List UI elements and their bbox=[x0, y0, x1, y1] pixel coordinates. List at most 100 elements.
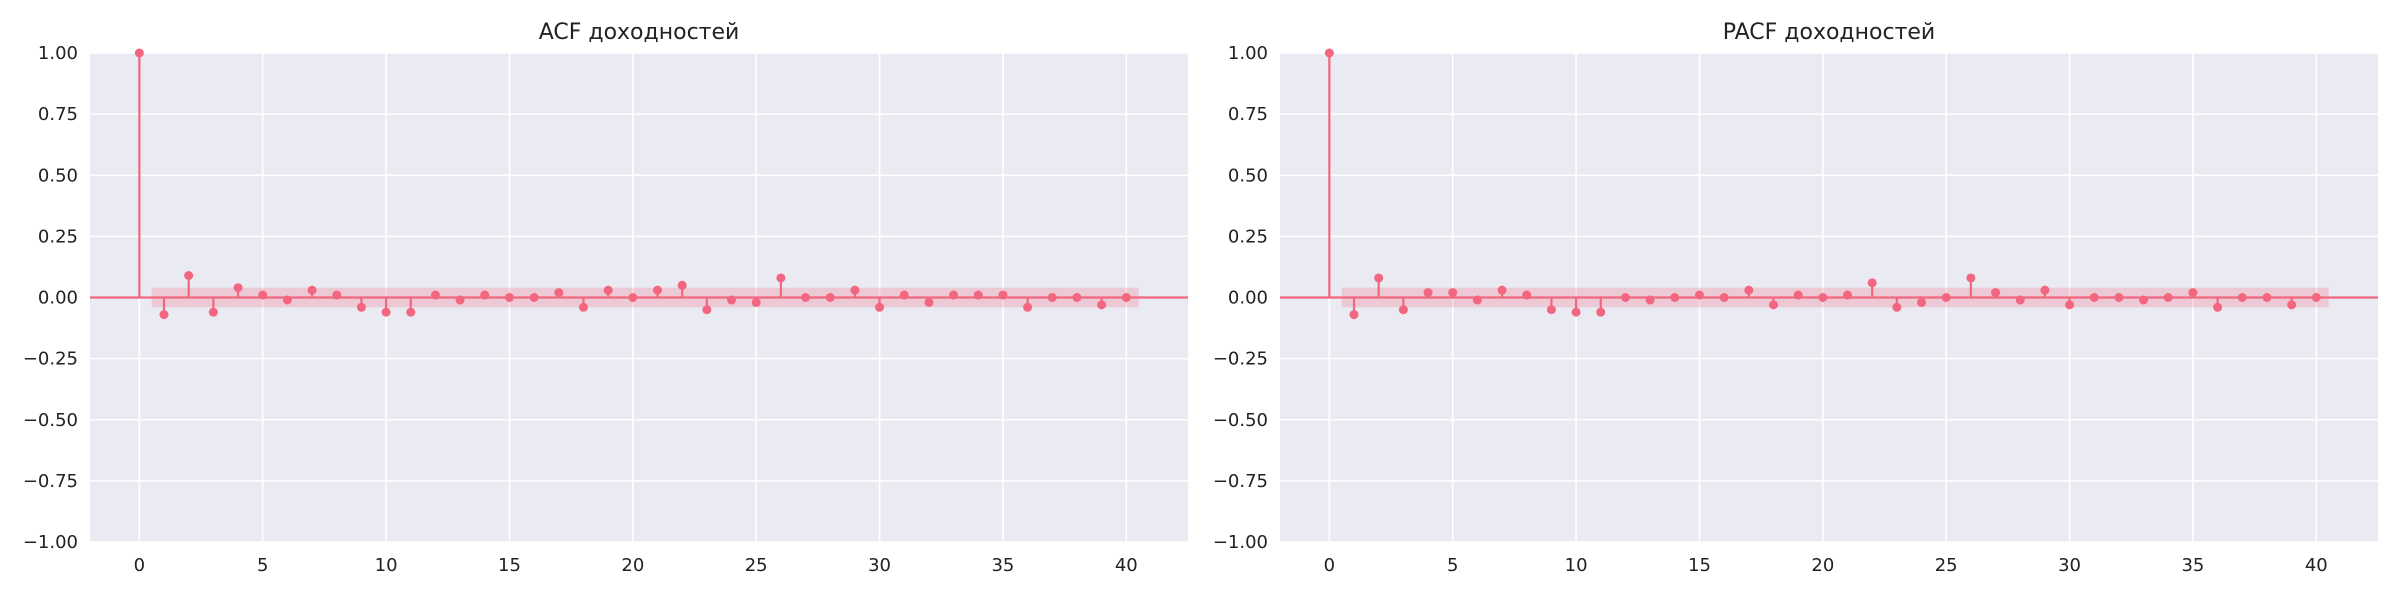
pacf-point-23 bbox=[1892, 302, 1902, 312]
pacf-point-30 bbox=[2065, 300, 2075, 310]
acf-point-18 bbox=[578, 302, 588, 312]
pacf-point-25 bbox=[1941, 293, 1951, 302]
acf-y-tick-label-4: 0.00 bbox=[38, 288, 78, 309]
pacf-point-16 bbox=[1719, 293, 1729, 302]
pacf-point-10 bbox=[1571, 307, 1581, 317]
acf-point-9 bbox=[356, 302, 366, 312]
pacf-point-38 bbox=[2262, 293, 2272, 302]
acf-x-tick-label-8: 40 bbox=[1115, 555, 1138, 576]
acf-y-tick-label-1: 0.75 bbox=[38, 104, 78, 125]
pacf-point-28 bbox=[2015, 295, 2025, 305]
acf-y-tick-label-0: 1.00 bbox=[38, 43, 78, 64]
acf-point-36 bbox=[1023, 302, 1033, 312]
pacf-point-14 bbox=[1670, 293, 1680, 302]
pacf-x-tick-label-3: 15 bbox=[1688, 555, 1711, 576]
pacf-point-31 bbox=[2089, 293, 2099, 302]
pacf-x-tick-label-4: 20 bbox=[1811, 555, 1834, 576]
pacf-point-33 bbox=[2139, 295, 2149, 305]
pacf-point-20 bbox=[1818, 293, 1828, 302]
pacf-point-36 bbox=[2213, 302, 2223, 312]
pacf-point-37 bbox=[2237, 293, 2247, 302]
acf-point-20 bbox=[628, 293, 638, 302]
pacf-y-tick-label-7: −0.75 bbox=[1213, 471, 1268, 492]
acf-point-22 bbox=[677, 280, 687, 290]
acf-point-32 bbox=[924, 297, 934, 307]
acf-title: ACF доходностей bbox=[539, 20, 740, 45]
acf-y-tick-label-3: 0.25 bbox=[38, 226, 78, 247]
acf-point-29 bbox=[850, 285, 860, 295]
pacf-x-tick-label-8: 40 bbox=[2305, 555, 2328, 576]
pacf-x-tick-label-7: 35 bbox=[2181, 555, 2204, 576]
acf-y-tick-label-2: 0.50 bbox=[38, 165, 78, 186]
acf-point-17 bbox=[554, 288, 564, 298]
acf-y-tick-label-5: −0.25 bbox=[23, 349, 78, 370]
acf-point-26 bbox=[776, 273, 786, 283]
pacf-point-40 bbox=[2311, 293, 2321, 302]
acf-point-3 bbox=[208, 307, 218, 317]
acf-point-34 bbox=[973, 290, 983, 300]
acf-point-0 bbox=[134, 48, 144, 58]
pacf-point-11 bbox=[1596, 307, 1606, 317]
acf-point-10 bbox=[381, 307, 391, 317]
acf-x-tick-label-6: 30 bbox=[868, 555, 891, 576]
acf-panel: 1.00 0.75 0.50 0.25 0.00 −0.25 −0.50 −0.75 −1.00… bbox=[23, 20, 1188, 576]
acf-y-tick-label-8: −1.00 bbox=[23, 532, 78, 553]
pacf-point-17 bbox=[1744, 285, 1754, 295]
pacf-title: PACF доходностей bbox=[1723, 20, 1935, 45]
acf-point-28 bbox=[825, 293, 835, 302]
pacf-point-24 bbox=[1917, 297, 1927, 307]
pacf-point-34 bbox=[2163, 293, 2173, 302]
pacf-y-tick-label-2: 0.50 bbox=[1228, 165, 1268, 186]
acf-point-35 bbox=[998, 290, 1008, 300]
pacf-y-tick-label-4: 0.00 bbox=[1228, 288, 1268, 309]
acf-point-6 bbox=[282, 295, 292, 305]
pacf-point-2 bbox=[1374, 273, 1384, 283]
pacf-x-tick-label-5: 25 bbox=[1935, 555, 1958, 576]
acf-point-24 bbox=[727, 295, 737, 305]
acf-point-4 bbox=[233, 283, 243, 293]
pacf-point-13 bbox=[1645, 295, 1655, 305]
acf-y-tick-label-6: −0.50 bbox=[23, 410, 78, 431]
acf-point-13 bbox=[455, 295, 465, 305]
acf-point-1 bbox=[159, 310, 169, 320]
pacf-point-21 bbox=[1843, 290, 1853, 300]
pacf-x-tick-label-6: 30 bbox=[2058, 555, 2081, 576]
pacf-point-4 bbox=[1423, 288, 1433, 298]
acf-point-12 bbox=[430, 290, 440, 300]
pacf-point-12 bbox=[1620, 293, 1630, 302]
pacf-point-27 bbox=[1991, 288, 2001, 298]
acf-point-7 bbox=[307, 285, 317, 295]
pacf-point-1 bbox=[1349, 310, 1359, 320]
pacf-point-6 bbox=[1472, 295, 1482, 305]
acf-point-21 bbox=[653, 285, 663, 295]
pacf-point-5 bbox=[1448, 288, 1458, 298]
pacf-point-22 bbox=[1867, 278, 1877, 288]
pacf-point-7 bbox=[1497, 285, 1507, 295]
pacf-y-tick-label-1: 0.75 bbox=[1228, 104, 1268, 125]
pacf-point-19 bbox=[1793, 290, 1803, 300]
acf-point-11 bbox=[406, 307, 416, 317]
acf-x-tick-label-4: 20 bbox=[621, 555, 644, 576]
acf-point-37 bbox=[1047, 293, 1057, 302]
pacf-panel: 1.00 0.75 0.50 0.25 0.00 −0.25 −0.50 −0.75 −1.00… bbox=[1213, 20, 2378, 576]
acf-point-31 bbox=[899, 290, 909, 300]
acf-x-tick-label-1: 5 bbox=[257, 555, 268, 576]
pacf-y-tick-label-5: −0.25 bbox=[1213, 349, 1268, 370]
acf-x-tick-label-2: 10 bbox=[375, 555, 398, 576]
pacf-point-15 bbox=[1694, 290, 1704, 300]
acf-x-tick-label-5: 25 bbox=[745, 555, 768, 576]
acf-point-40 bbox=[1121, 293, 1131, 302]
acf-x-tick-label-3: 15 bbox=[498, 555, 521, 576]
acf-point-39 bbox=[1097, 300, 1107, 310]
pacf-y-tick-label-0: 1.00 bbox=[1228, 43, 1268, 64]
acf-x-tick-label-0: 0 bbox=[134, 555, 145, 576]
pacf-y-tick-label-6: −0.50 bbox=[1213, 410, 1268, 431]
acf-point-33 bbox=[949, 290, 959, 300]
pacf-y-tick-label-3: 0.25 bbox=[1228, 226, 1268, 247]
acf-point-38 bbox=[1072, 293, 1082, 302]
acf-point-8 bbox=[332, 290, 342, 300]
acf-point-25 bbox=[751, 297, 761, 307]
pacf-x-tick-label-2: 10 bbox=[1565, 555, 1588, 576]
pacf-point-9 bbox=[1546, 305, 1556, 315]
